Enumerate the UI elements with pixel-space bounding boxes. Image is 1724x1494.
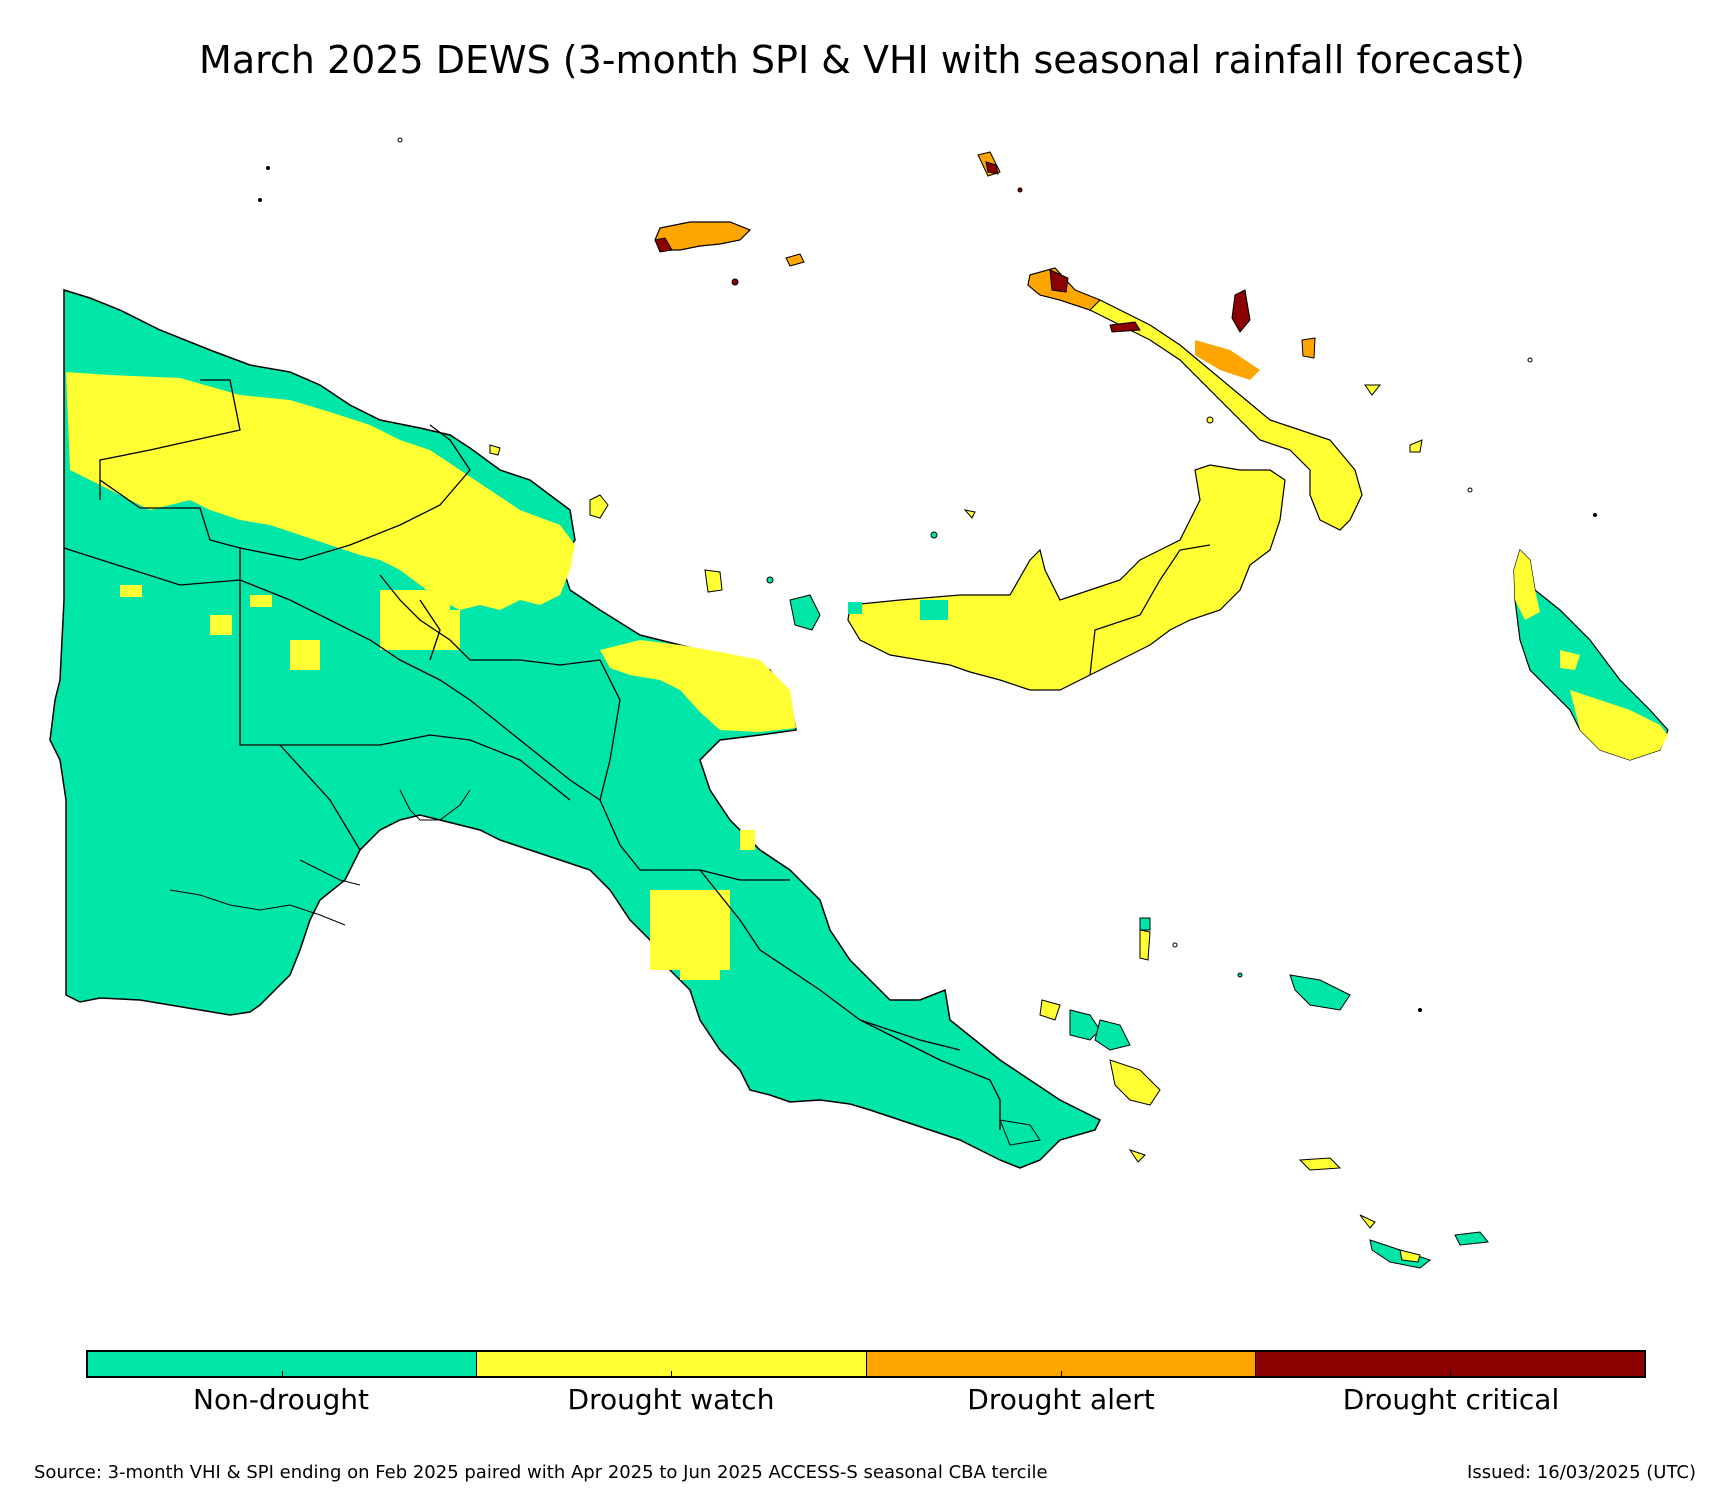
new-ireland-critical	[1049, 269, 1069, 293]
madang-watch-region	[600, 640, 796, 732]
scattered-islands	[258, 137, 1597, 1269]
new-britain-green-west	[848, 602, 862, 614]
map-svg	[49, 137, 1669, 1269]
issued-date: Issued: 16/03/2025 (UTC)	[1467, 1462, 1696, 1483]
legend-swatch-drought-watch	[477, 1352, 867, 1377]
new-ireland-alert-south	[1195, 340, 1260, 380]
legend-labels: Non-drought Drought watch Drought alert …	[86, 1383, 1646, 1416]
bougainville-watch	[1514, 550, 1668, 760]
legend-label-non-drought: Non-drought	[193, 1383, 369, 1416]
new-britain-boundary	[1089, 544, 1211, 676]
province-boundaries	[63, 379, 1001, 1130]
new-britain-green-patch	[920, 600, 948, 620]
lihir-island	[1301, 337, 1316, 359]
river-delta	[169, 789, 471, 926]
map-title: March 2025 DEWS (3-month SPI & VHI with …	[199, 38, 1525, 82]
tabar-island	[1231, 289, 1251, 333]
northern-watch-region	[66, 372, 575, 610]
manus-islands	[654, 221, 805, 286]
source-note: Source: 3-month VHI & SPI ending on Feb …	[34, 1462, 1048, 1483]
legend-swatch-drought-alert	[866, 1352, 1256, 1377]
map-area	[49, 137, 1669, 1269]
legend-colorbar	[86, 1350, 1646, 1378]
new-britain-region	[847, 464, 1286, 691]
legend-label-drought-alert: Drought alert	[967, 1383, 1155, 1416]
watch-patches	[120, 585, 755, 980]
legend-swatch-non-drought	[88, 1352, 478, 1377]
new-ireland-region	[1027, 267, 1363, 531]
emirau-critical	[985, 161, 999, 175]
legend-label-drought-watch: Drought watch	[567, 1383, 775, 1416]
legend-swatch-drought-critical	[1255, 1352, 1644, 1377]
legend-label-drought-critical: Drought critical	[1342, 1383, 1560, 1416]
new-hanover-critical	[1109, 321, 1141, 333]
